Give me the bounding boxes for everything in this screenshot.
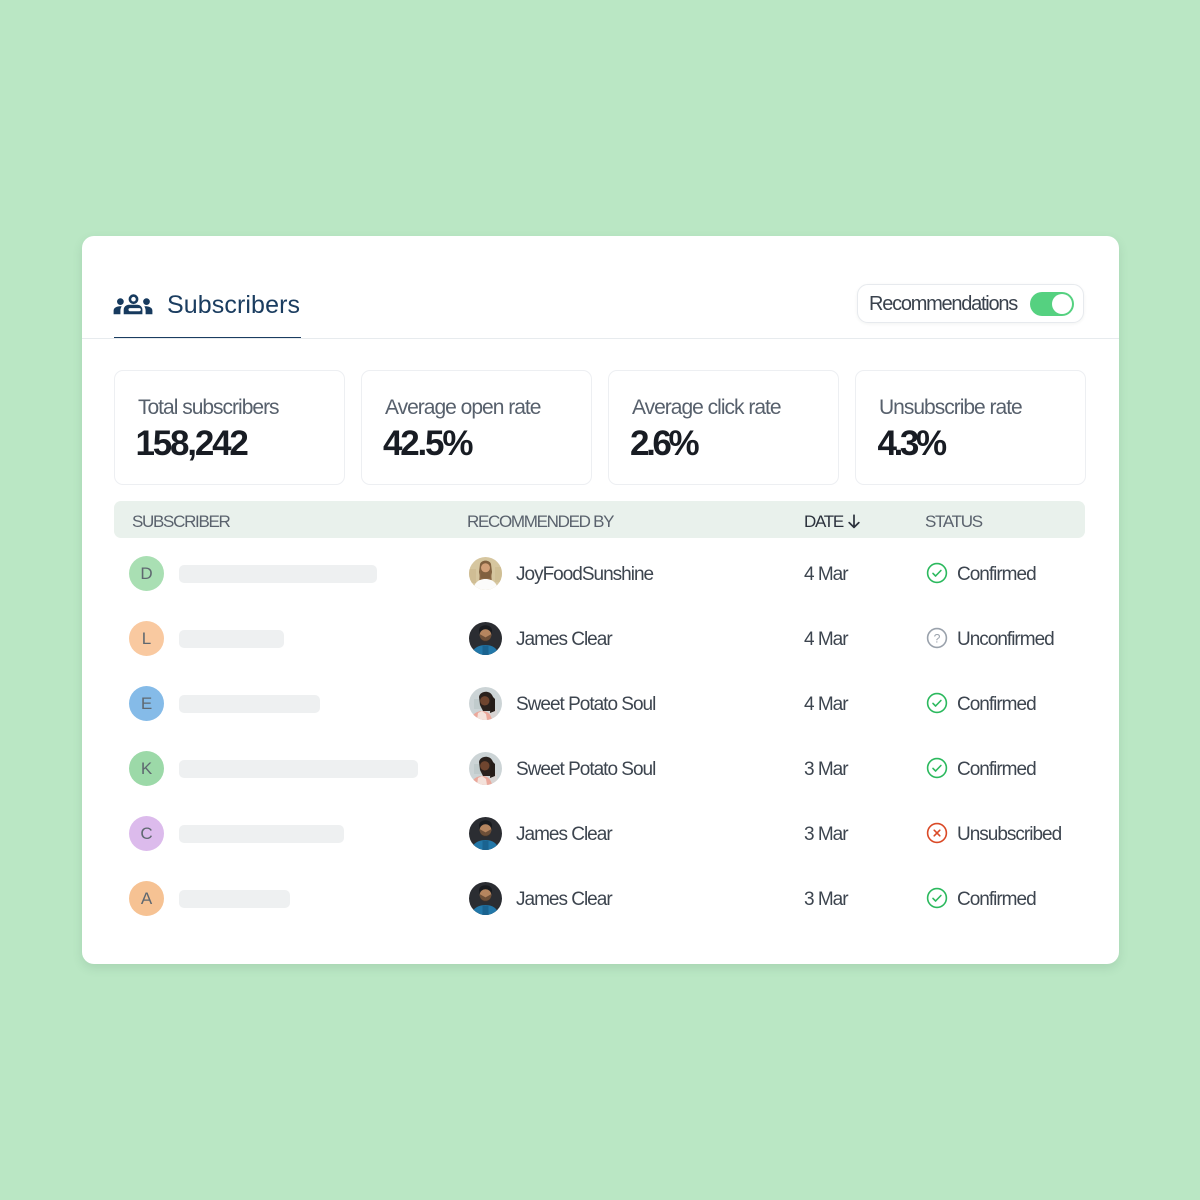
svg-text:?: ? (934, 632, 941, 646)
